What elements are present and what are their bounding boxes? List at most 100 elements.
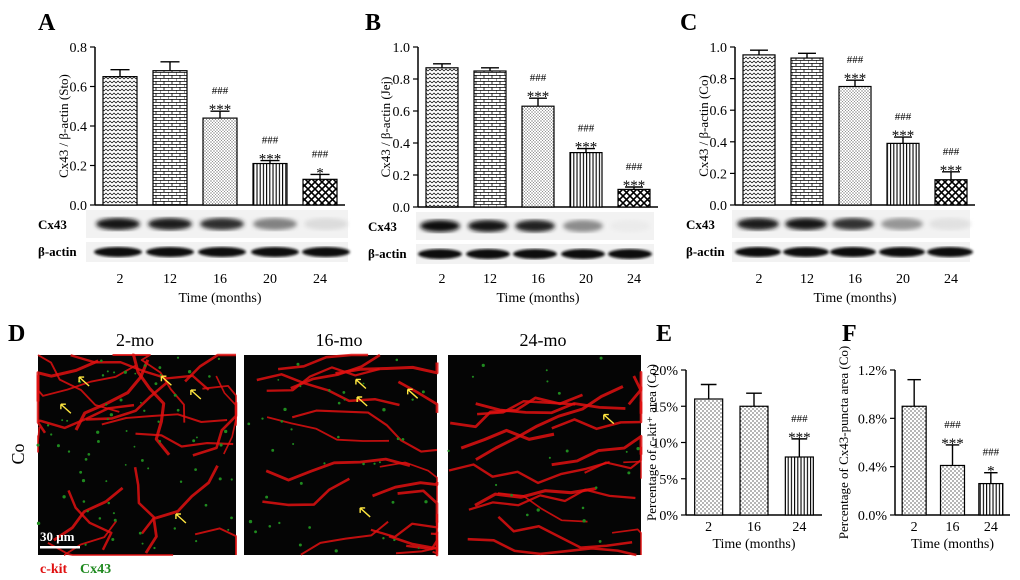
- blot-band-cx43: [148, 218, 192, 230]
- panel-letter-c: C: [680, 10, 697, 36]
- c-kit-fiber: [477, 400, 576, 416]
- scale-bar: [40, 546, 80, 549]
- cx43-punctum: [217, 357, 221, 360]
- panel-letter-a: A: [38, 10, 56, 36]
- arrow-marker: [190, 389, 202, 400]
- blot-band-actin: [513, 249, 557, 259]
- c-kit-fiber: [277, 353, 369, 371]
- cx43-punctum: [46, 424, 50, 427]
- cx43-punctum: [208, 375, 211, 378]
- cx43-punctum: [105, 480, 108, 483]
- arrow-marker: [356, 396, 368, 407]
- cx43-punctum: [84, 543, 87, 546]
- cx43-punctum: [271, 448, 275, 452]
- y-tick-label: 15%: [652, 400, 678, 415]
- c-kit-fiber: [194, 527, 237, 555]
- blot-band-actin: [198, 247, 246, 257]
- arrow-marker: [60, 403, 72, 414]
- cx43-punctum: [510, 493, 513, 497]
- c-kit-fiber: [184, 353, 236, 383]
- blot-band-cx43: [304, 218, 348, 230]
- blot-band-cx43: [420, 220, 460, 232]
- c-kit-fiber: [370, 513, 439, 539]
- c-kit-fiber: [460, 428, 555, 450]
- y-tick-label: 0.2: [393, 169, 411, 184]
- y-tick-label: 1.0: [393, 41, 411, 56]
- micro-column-label: 2-mo: [116, 330, 154, 350]
- blot-band-actin: [302, 247, 350, 257]
- c-kit-fiber: [291, 409, 438, 453]
- cx43-punctum: [124, 463, 127, 466]
- x-axis-label: Time (months): [813, 291, 896, 306]
- y-tick-label: 0.0: [70, 199, 88, 214]
- significance-mark: ***: [940, 163, 963, 179]
- blot-band-cx43: [610, 220, 650, 232]
- blot-band-actin: [927, 247, 973, 257]
- significance-mark: ***: [623, 178, 646, 194]
- blot-band-cx43: [96, 218, 140, 230]
- cx43-punctum: [536, 508, 540, 512]
- c-kit-fiber: [144, 465, 219, 554]
- cx43-punctum: [328, 389, 331, 392]
- y-axis-label: Cx43 / β-actin (Co): [696, 75, 711, 177]
- panel-letter-e: E: [656, 321, 672, 347]
- blot-label-actin: β-actin: [368, 246, 407, 261]
- x-tick-label: 16: [848, 272, 862, 287]
- cx43-punctum: [176, 408, 180, 412]
- cx43-punctum: [283, 407, 287, 412]
- blot-band-cx43: [468, 220, 508, 232]
- arrow-marker: [175, 513, 187, 524]
- cx43-punctum: [36, 521, 41, 526]
- significance-mark: ***: [844, 71, 867, 87]
- cx43-punctum: [79, 470, 83, 474]
- cx43-punctum: [87, 453, 91, 456]
- significance-mark: ###: [895, 111, 912, 123]
- cx43-punctum: [119, 398, 123, 402]
- blot-label-cx43: Cx43: [686, 217, 715, 232]
- x-tick-label: 16: [946, 520, 960, 535]
- micro-column-label: 24-mo: [520, 330, 567, 350]
- cx43-punctum: [337, 401, 341, 405]
- bar: [739, 405, 769, 516]
- cx43-punctum: [133, 445, 136, 448]
- cx43-punctum: [261, 417, 264, 420]
- micrograph-background: [244, 355, 437, 555]
- blot-band-cx43: [200, 218, 244, 230]
- cx43-punctum: [581, 506, 585, 510]
- bar: [521, 105, 555, 208]
- cx43-punctum: [548, 456, 551, 459]
- blot-band-actin: [735, 247, 781, 257]
- y-tick-label: 0.4: [393, 137, 411, 152]
- cx43-punctum: [424, 500, 428, 504]
- cx43-punctum: [173, 393, 177, 397]
- cx43-punctum: [192, 439, 196, 443]
- y-tick-label: 0.8: [393, 73, 411, 88]
- chart-b: 0.0 0.2 0.4 0.6 0.8 1.0 Cx43 / β-actin (Jej) ##…: [378, 41, 658, 306]
- y-tick-label: 0.0: [710, 199, 728, 214]
- bar: [901, 405, 927, 516]
- cx43-punctum: [396, 437, 400, 441]
- cx43-punctum: [248, 519, 253, 524]
- arrow-marker: [603, 413, 615, 425]
- micro-column-label: 16-mo: [316, 330, 363, 350]
- cx43-punctum: [265, 495, 269, 499]
- c-kit-fiber: [397, 489, 439, 523]
- blot-band-actin: [418, 249, 462, 259]
- cx43-punctum: [362, 462, 365, 466]
- cx43-punctum: [147, 467, 150, 470]
- legend-cx43: Cx43: [80, 562, 111, 577]
- y-tick-label: 0.8%: [858, 412, 888, 427]
- y-tick-label: 1.2%: [858, 364, 888, 379]
- cx43-punctum: [565, 449, 569, 453]
- blot-band-actin: [783, 247, 829, 257]
- bar: [425, 67, 459, 208]
- x-tick-label: 20: [579, 272, 593, 287]
- y-tick-label: 1.0: [710, 41, 728, 56]
- x-tick-label: 16: [747, 520, 761, 535]
- cx43-punctum: [546, 380, 549, 383]
- arrow-marker: [359, 507, 371, 518]
- cx43-punctum: [382, 537, 385, 540]
- c-kit-fiber: [262, 477, 351, 507]
- significance-mark: ***: [527, 89, 550, 105]
